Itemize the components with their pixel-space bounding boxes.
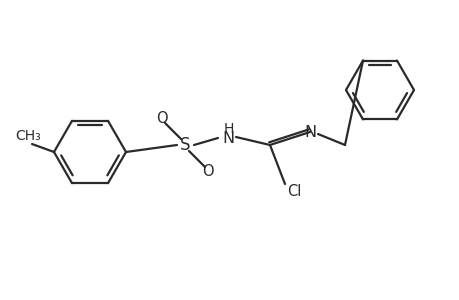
- Text: N: N: [221, 130, 234, 146]
- Text: Cl: Cl: [286, 184, 301, 200]
- Text: H: H: [224, 122, 234, 136]
- Text: S: S: [179, 136, 190, 154]
- Text: CH₃: CH₃: [15, 129, 41, 143]
- Text: N: N: [303, 124, 315, 140]
- Text: O: O: [156, 110, 168, 125]
- Text: O: O: [202, 164, 213, 179]
